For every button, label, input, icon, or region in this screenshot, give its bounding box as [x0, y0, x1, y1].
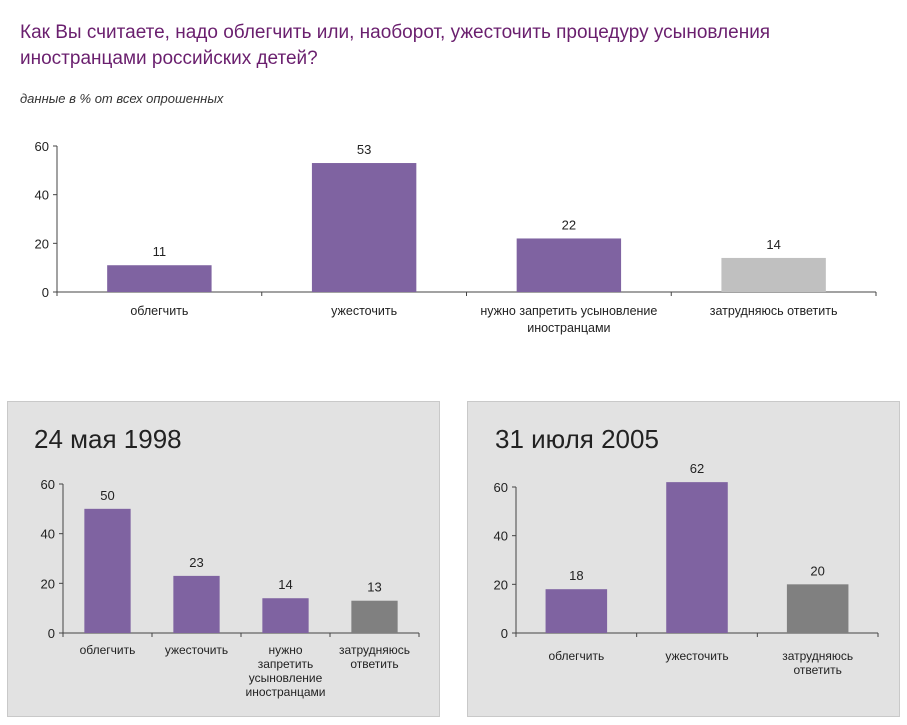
p2005-y-tick-label: 0 — [501, 626, 508, 641]
chart-subtitle: данные в % от всех опрошенных — [20, 91, 224, 106]
main-category-label-line: затрудняюсь ответить — [710, 304, 838, 318]
p2005-category-label: затрудняюсь ответить — [782, 649, 853, 677]
main-category-label: ужесточить — [331, 304, 397, 318]
main-data-label: 22 — [562, 217, 576, 232]
panel-1998-title: 24 мая 1998 — [34, 424, 182, 454]
page-title: Как Вы считаете, надо облегчить или, нао… — [20, 22, 771, 69]
main-data-label: 14 — [766, 237, 780, 252]
panel-2005: 31 июля 2005 0 20 40 60 18 облегчить 62 ужесточ… — [467, 401, 900, 717]
p1998-bar — [262, 598, 309, 633]
p1998-y-tick-label: 60 — [41, 477, 55, 492]
p1998-y-tick-label: 20 — [41, 576, 55, 591]
p1998-bar — [173, 575, 220, 633]
panel-1998: 24 мая 1998 0 20 40 60 50 облегчить 23 ужесточи… — [7, 401, 440, 717]
main-category-label-line: иностранцами — [527, 321, 610, 335]
p2005-bar — [786, 584, 849, 633]
p1998-category-label-line: усыновление — [249, 671, 323, 685]
p1998-category-label-line: иностранцами — [246, 685, 326, 699]
p1998-y-tick-label: 0 — [48, 626, 55, 641]
p2005-bar — [545, 589, 608, 633]
p1998-category-label: ужесточить — [165, 643, 228, 657]
p1998-category-label-line: облегчить — [80, 643, 136, 657]
main-bar — [721, 257, 826, 292]
p1998-data-label: 23 — [189, 555, 203, 570]
p2005-category-label-line: облегчить — [548, 649, 604, 663]
main-y-tick-label: 0 — [42, 285, 49, 300]
main-y-tick-label: 20 — [35, 236, 49, 251]
main-bar — [107, 265, 212, 292]
p1998-bar — [84, 508, 131, 633]
p1998-category-label-line: нужно — [268, 643, 302, 657]
p1998-category-label-line: затрудняюсь — [339, 643, 410, 657]
p1998-data-label: 50 — [100, 488, 114, 503]
main-category-label: затрудняюсь ответить — [710, 304, 838, 318]
p1998-category-label: затрудняюсь ответить — [339, 643, 410, 671]
p2005-category-label-line: ужесточить — [665, 649, 728, 663]
p2005-category-label-line: затрудняюсь — [782, 649, 853, 663]
bar-chart-2005: 0 20 40 60 18 облегчить 62 ужесточить 20 затрудня… — [494, 461, 879, 677]
p1998-category-label-line: запретить — [258, 657, 314, 671]
p2005-y-tick-label: 20 — [494, 577, 508, 592]
p2005-category-label-line: ответить — [793, 663, 841, 677]
p1998-data-label: 14 — [278, 577, 292, 592]
main-bar — [516, 238, 622, 292]
p2005-y-tick-label: 40 — [494, 529, 508, 544]
bar-chart-1998: 0 20 40 60 50 облегчить 23 ужесточить 14 нужно зап… — [41, 477, 420, 699]
p1998-category-label: облегчить — [80, 643, 136, 657]
main-bar — [311, 163, 417, 292]
p1998-data-label: 13 — [367, 580, 381, 595]
main-category-label-line: нужно запретить усыновление — [480, 304, 657, 318]
main-data-label: 11 — [153, 244, 167, 259]
p1998-category-label: нужно запретить усыновление иностранцами — [246, 643, 326, 699]
p2005-category-label: облегчить — [548, 649, 604, 663]
main-category-label: нужно запретить усыновление иностранцами — [480, 304, 657, 335]
main-category-label-line: ужесточить — [331, 304, 397, 318]
main-bar-chart: 0 20 40 60 11 облегчить 53 ужесточить 22 нужно за… — [35, 139, 877, 335]
main-y-tick-label: 60 — [35, 139, 49, 154]
main-category-label: облегчить — [130, 304, 188, 318]
main-category-label-line: облегчить — [130, 304, 188, 318]
panel-2005-title: 31 июля 2005 — [495, 424, 659, 454]
p1998-y-tick-label: 40 — [41, 527, 55, 542]
p1998-bar — [351, 600, 398, 633]
p2005-data-label: 20 — [810, 563, 824, 578]
main-data-label: 53 — [357, 142, 371, 157]
p1998-category-label-line: ужесточить — [165, 643, 228, 657]
main-y-tick-label: 40 — [35, 188, 49, 203]
p2005-category-label: ужесточить — [665, 649, 728, 663]
p2005-bar — [666, 482, 728, 633]
p2005-y-tick-label: 60 — [494, 480, 508, 495]
p1998-category-label-line: ответить — [350, 657, 398, 671]
p2005-data-label: 18 — [569, 568, 583, 583]
p2005-data-label: 62 — [690, 461, 704, 476]
